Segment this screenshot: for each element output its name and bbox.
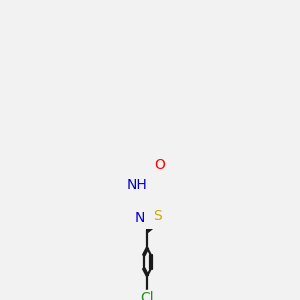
Text: N: N — [135, 211, 145, 225]
Ellipse shape — [144, 217, 147, 219]
Ellipse shape — [153, 164, 156, 166]
Text: O: O — [154, 158, 165, 172]
Ellipse shape — [146, 184, 149, 186]
Ellipse shape — [146, 290, 149, 292]
Text: Cl: Cl — [141, 291, 154, 300]
Ellipse shape — [151, 215, 154, 217]
Text: NH: NH — [127, 178, 148, 192]
Text: S: S — [153, 208, 161, 223]
